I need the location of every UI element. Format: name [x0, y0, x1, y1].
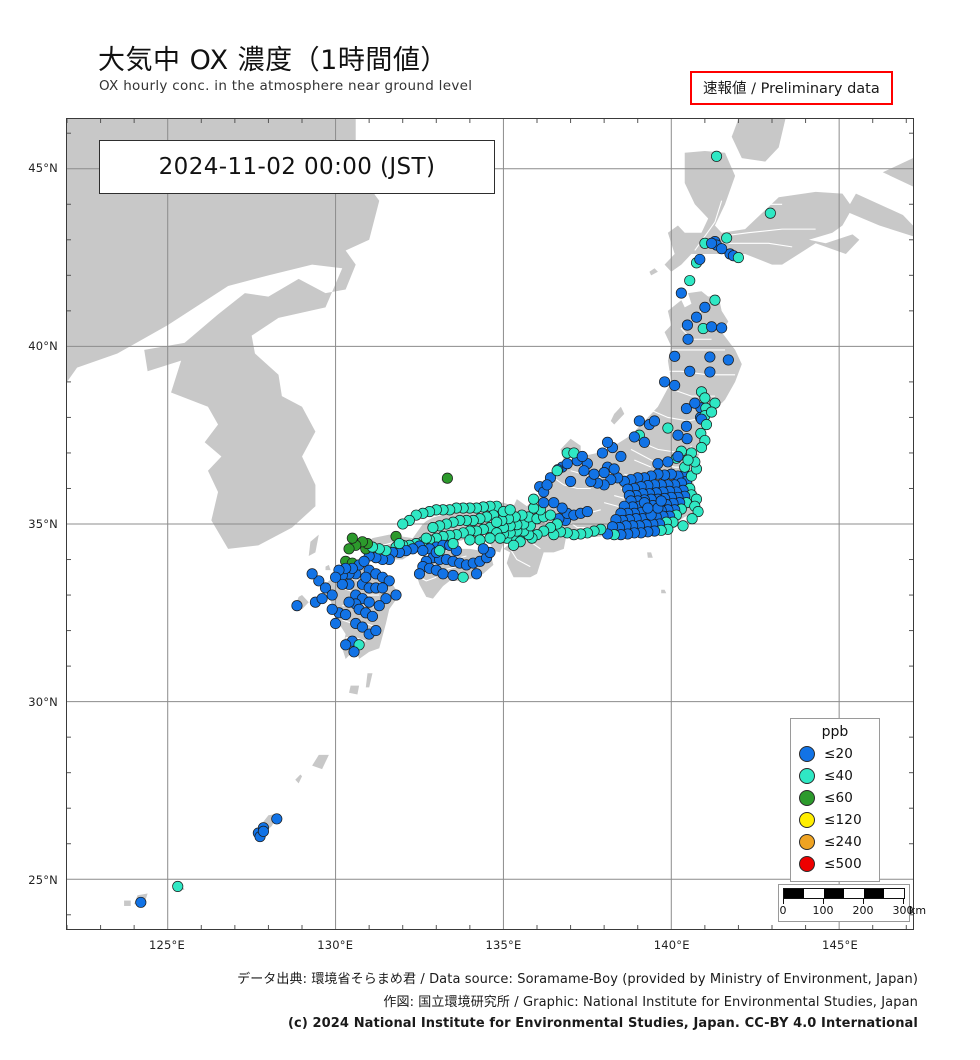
scale-bar-labels: 0 100 200 300 km — [779, 904, 927, 919]
scale-segment — [864, 889, 884, 898]
scale-bar-tick-label: 0 — [779, 904, 787, 917]
legend-panel: ppb ≤20 ≤40 ≤60 ≤120 ≤240 ≤500 — [790, 718, 880, 882]
legend-color-dot — [799, 834, 815, 850]
scale-segment — [784, 889, 804, 898]
legend-color-dot — [799, 768, 815, 784]
footer-copyright: (c) 2024 National Institute for Environm… — [287, 1016, 918, 1031]
y-axis-tick-label: 25°N — [28, 873, 58, 888]
legend-color-dot — [799, 746, 815, 762]
legend-item: ≤240 — [791, 831, 879, 853]
y-axis-tick-label: 35°N — [28, 517, 58, 531]
legend-item: ≤20 — [791, 743, 879, 765]
scale-bar-unit: km — [909, 904, 927, 917]
scale-bar-segments — [783, 888, 905, 899]
x-axis-tick-label: 130°E — [317, 938, 354, 952]
legend-color-dot — [799, 790, 815, 806]
scale-bar: 0 100 200 300 km — [778, 884, 926, 922]
data-points — [135, 150, 776, 908]
x-axis-tick-label: 140°E — [653, 938, 690, 952]
legend-item-label: ≤20 — [824, 746, 854, 762]
legend-item-label: ≤120 — [824, 812, 862, 828]
legend-item: ≤120 — [791, 809, 879, 831]
footer-graphic-credit: 作図: 国立環境研究所 / Graphic: National Institut… — [383, 995, 918, 1010]
legend-item-label: ≤40 — [824, 768, 854, 784]
scale-segment — [824, 889, 844, 898]
y-axis-tick-label: 30°N — [28, 695, 58, 710]
legend-item-label: ≤60 — [824, 790, 854, 806]
scale-bar-ticks — [783, 899, 905, 904]
page-subtitle: OX hourly conc. in the atmosphere near g… — [99, 78, 473, 94]
y-axis-tick-label: 40°N — [28, 338, 58, 353]
legend-item: ≤40 — [791, 765, 879, 787]
x-axis-tick-label: 145°E — [821, 938, 858, 952]
page-title: 大気中 OX 濃度（1時間値） — [98, 45, 448, 76]
preliminary-data-badge: 速報値 / Preliminary data — [690, 71, 893, 105]
legend-items: ≤20 ≤40 ≤60 ≤120 ≤240 ≤500 — [791, 743, 879, 875]
map-canvas — [67, 119, 913, 929]
legend-item: ≤60 — [791, 787, 879, 809]
x-axis-tick-label: 125°E — [148, 938, 185, 952]
timestamp-box: 2024-11-02 00:00 (JST) — [99, 140, 495, 194]
footer-data-source: データ出典: 環境省そらまめ君 / Data source: Soramame-… — [237, 972, 918, 987]
y-axis-tick-label: 45°N — [28, 160, 58, 175]
legend-color-dot — [799, 812, 815, 828]
legend-item-label: ≤500 — [824, 856, 862, 872]
scale-segment — [804, 889, 824, 898]
x-axis-tick-label: 135°E — [485, 938, 522, 952]
scale-segment — [884, 889, 904, 898]
legend-item: ≤500 — [791, 853, 879, 875]
scale-bar-tick-label: 300 — [892, 904, 914, 917]
legend-item-label: ≤240 — [824, 834, 862, 850]
scale-bar-tick-label: 200 — [852, 904, 874, 917]
scale-bar-tick-label: 100 — [812, 904, 834, 917]
scale-segment — [844, 889, 864, 898]
legend-color-dot — [799, 856, 815, 872]
map-plot-area[interactable]: 2024-11-02 00:00 (JST) — [66, 118, 914, 930]
legend-title: ppb — [821, 724, 849, 740]
